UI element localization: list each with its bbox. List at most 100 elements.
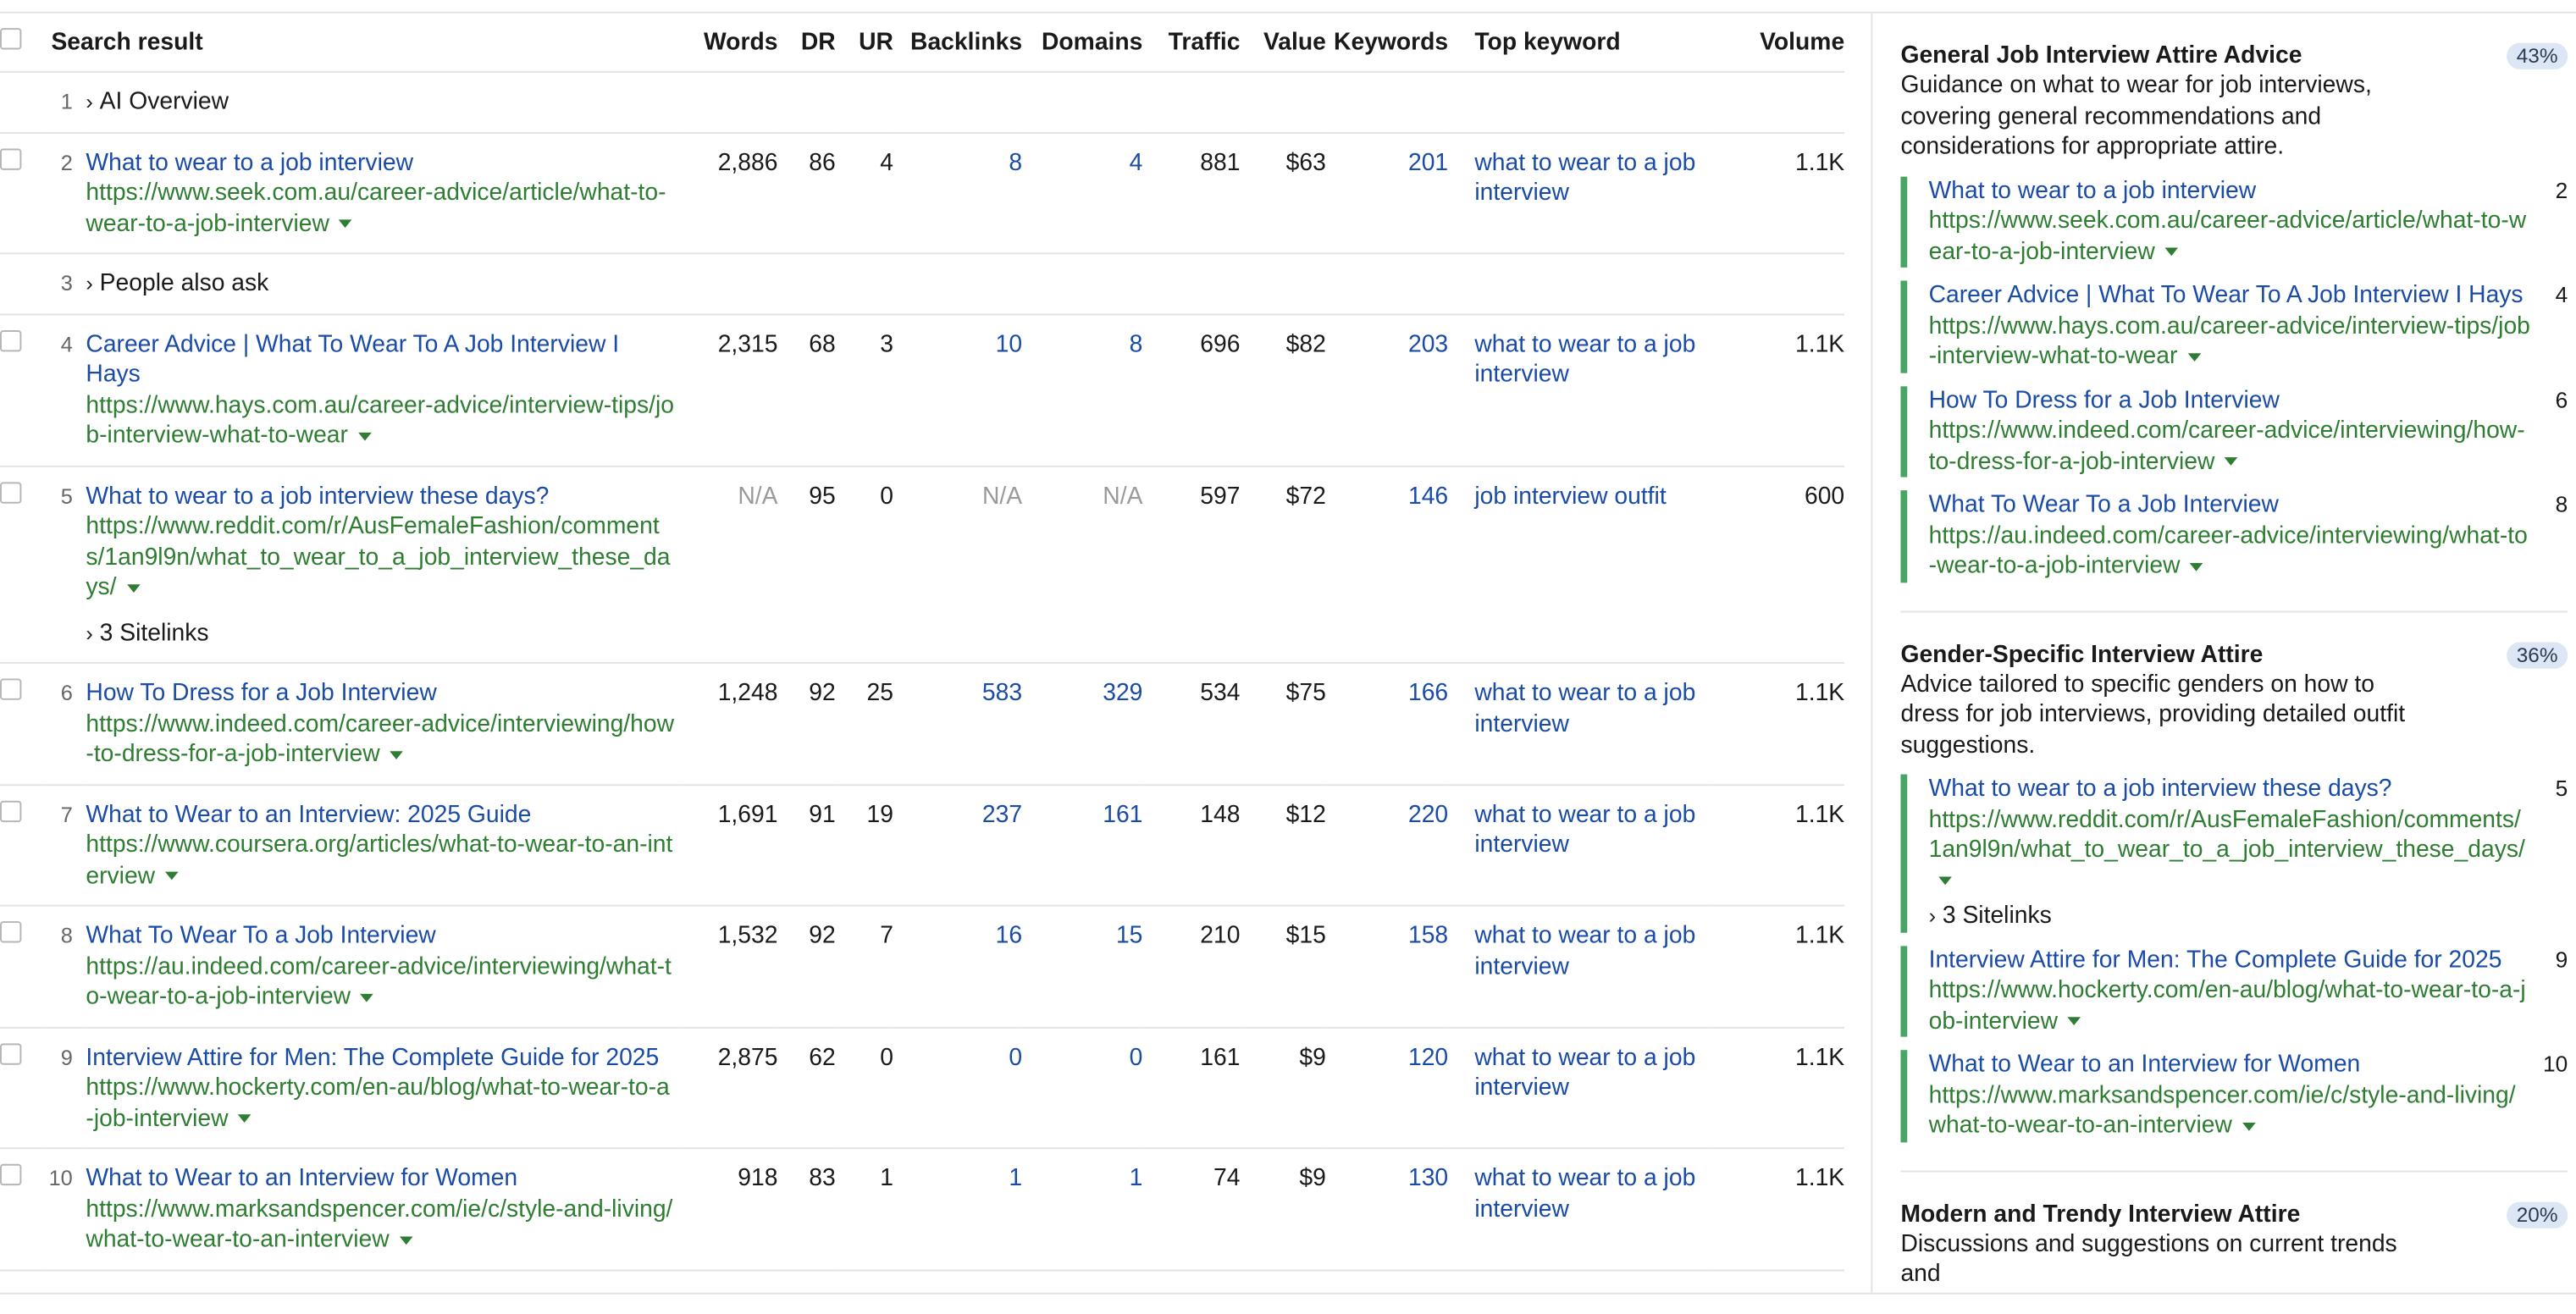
col-traffic[interactable]: Traffic xyxy=(1142,13,1241,73)
cluster-result-title-link[interactable]: How To Dress for a Job Interview xyxy=(1928,387,2280,414)
row-checkbox[interactable] xyxy=(0,481,22,503)
caret-down-icon[interactable] xyxy=(2225,457,2238,467)
result-url[interactable]: https://www.hays.com.au/career-advice/in… xyxy=(86,390,675,451)
result-url[interactable]: https://www.hockerty.com/en-au/blog/what… xyxy=(86,1074,675,1135)
caret-down-icon[interactable] xyxy=(2242,1122,2256,1131)
result-title-link[interactable]: What To Wear To a Job Interview xyxy=(86,923,436,950)
keywords-link[interactable]: 158 xyxy=(1325,905,1449,1028)
top-keyword-link[interactable]: what to wear to a job interview xyxy=(1448,132,1711,255)
result-url-text[interactable]: https://www.hays.com.au/career-advice/in… xyxy=(86,392,674,450)
caret-down-icon[interactable] xyxy=(126,583,140,593)
caret-down-icon[interactable] xyxy=(390,750,403,759)
serp-feature[interactable]: › AI Overview xyxy=(86,71,1845,133)
cluster-result-url[interactable]: https://www.hays.com.au/career-advice/in… xyxy=(1929,312,2532,373)
keywords-link[interactable]: 166 xyxy=(1325,662,1449,786)
result-title-link[interactable]: Interview Attire for Men: The Complete G… xyxy=(86,1044,660,1071)
row-checkbox[interactable] xyxy=(0,1163,22,1186)
backlinks-link[interactable]: 1 xyxy=(893,1148,1023,1271)
keywords-link[interactable]: 130 xyxy=(1325,1148,1449,1271)
backlinks-link[interactable]: 237 xyxy=(893,784,1023,907)
cluster-result-url[interactable]: https://www.reddit.com/r/AusFemaleFashio… xyxy=(1929,805,2532,897)
cluster-title[interactable]: General Job Interview Attire Advice xyxy=(1900,42,2302,69)
backlinks-link[interactable]: 0 xyxy=(893,1026,1023,1150)
domains-link[interactable]: 1 xyxy=(1022,1148,1143,1271)
col-top-keyword[interactable]: Top keyword xyxy=(1448,13,1711,73)
cluster-result-url-text[interactable]: https://au.indeed.com/career-advice/inte… xyxy=(1928,522,2528,580)
select-all-checkbox[interactable] xyxy=(0,28,22,50)
cluster-title[interactable]: Gender-Specific Interview Attire xyxy=(1900,641,2264,668)
domains-link[interactable]: 8 xyxy=(1022,313,1143,467)
col-domains[interactable]: Domains xyxy=(1022,13,1143,73)
col-value[interactable]: Value xyxy=(1240,13,1326,73)
caret-down-icon[interactable] xyxy=(2067,1017,2081,1026)
row-checkbox[interactable] xyxy=(0,678,22,700)
col-volume[interactable]: Volume xyxy=(1711,13,1845,73)
row-checkbox[interactable] xyxy=(0,799,22,822)
top-keyword-link[interactable]: what to wear to a job interview xyxy=(1448,313,1711,467)
domains-link[interactable]: 329 xyxy=(1022,662,1143,786)
backlinks-link[interactable]: 583 xyxy=(893,662,1023,786)
cluster-result-url[interactable]: https://www.marksandspencer.com/ie/c/sty… xyxy=(1929,1080,2532,1141)
cluster-result-title-link[interactable]: What to wear to a job interview xyxy=(1928,177,2257,204)
cluster-result-url[interactable]: https://www.seek.com.au/career-advice/ar… xyxy=(1929,207,2532,268)
cluster-result-title-link[interactable]: Career Advice | What To Wear To A Job In… xyxy=(1928,282,2523,309)
cluster-result-url-text[interactable]: https://www.reddit.com/r/AusFemaleFashio… xyxy=(1928,806,2525,864)
keywords-link[interactable]: 146 xyxy=(1325,465,1449,664)
result-title-link[interactable]: How To Dress for a Job Interview xyxy=(86,680,437,707)
serp-feature[interactable]: › People also ask xyxy=(86,253,1845,315)
keywords-link[interactable]: 120 xyxy=(1325,1026,1449,1150)
result-url-text[interactable]: https://au.indeed.com/career-advice/inte… xyxy=(86,953,672,1011)
top-keyword-link[interactable]: what to wear to a job interview xyxy=(1448,784,1711,907)
backlinks-link[interactable]: 10 xyxy=(893,313,1023,467)
caret-down-icon[interactable] xyxy=(238,1114,252,1124)
col-backlinks[interactable]: Backlinks xyxy=(893,13,1023,73)
result-title-link[interactable]: Career Advice | What To Wear To A Job In… xyxy=(86,330,620,389)
col-dr[interactable]: DR xyxy=(777,13,836,73)
result-title-link[interactable]: What to Wear to an Interview for Women xyxy=(86,1165,518,1192)
backlinks-link[interactable]: N/A xyxy=(893,465,1023,664)
result-url-text[interactable]: https://www.marksandspencer.com/ie/c/sty… xyxy=(86,1195,673,1254)
row-checkbox[interactable] xyxy=(0,921,22,943)
caret-down-icon[interactable] xyxy=(399,1235,412,1245)
cluster-result-title-link[interactable]: What To Wear To a Job Interview xyxy=(1928,492,2279,519)
cluster-result-url-text[interactable]: https://www.indeed.com/career-advice/int… xyxy=(1928,417,2525,475)
result-title-link[interactable]: What to wear to a job interview xyxy=(86,149,414,176)
result-url-text[interactable]: https://www.coursera.org/articles/what-t… xyxy=(86,831,673,890)
result-url-text[interactable]: https://www.reddit.com/r/AusFemaleFashio… xyxy=(86,513,671,601)
result-url[interactable]: https://www.marksandspencer.com/ie/c/sty… xyxy=(86,1195,675,1256)
backlinks-link[interactable]: 16 xyxy=(893,905,1023,1028)
result-url-text[interactable]: https://www.seek.com.au/career-advice/ar… xyxy=(86,179,666,237)
keywords-link[interactable]: 220 xyxy=(1325,784,1449,907)
caret-down-icon[interactable] xyxy=(2187,352,2201,362)
col-words[interactable]: Words xyxy=(682,13,778,73)
caret-down-icon[interactable] xyxy=(339,219,353,229)
result-url[interactable]: https://www.indeed.com/career-advice/int… xyxy=(86,709,675,770)
cluster-result-url[interactable]: https://www.indeed.com/career-advice/int… xyxy=(1929,416,2532,477)
sitelinks-toggle[interactable]: › 3 Sitelinks xyxy=(1929,902,2532,932)
keywords-link[interactable]: 203 xyxy=(1325,313,1449,467)
row-checkbox[interactable] xyxy=(0,147,22,169)
backlinks-link[interactable]: 8 xyxy=(893,132,1023,255)
caret-down-icon[interactable] xyxy=(2164,247,2179,257)
result-title-link[interactable]: What to wear to a job interview these da… xyxy=(86,483,550,510)
top-keyword-link[interactable]: what to wear to a job interview xyxy=(1448,1026,1711,1150)
result-title-link[interactable]: What to Wear to an Interview: 2025 Guide xyxy=(86,801,532,828)
caret-down-icon[interactable] xyxy=(164,871,179,881)
top-keyword-link[interactable]: what to wear to a job interview xyxy=(1448,1148,1711,1271)
row-checkbox[interactable] xyxy=(0,329,22,351)
row-checkbox[interactable] xyxy=(0,1042,22,1064)
sitelinks-toggle[interactable]: › 3 Sitelinks xyxy=(86,618,675,649)
domains-link[interactable]: 15 xyxy=(1022,905,1143,1028)
cluster-result-url-text[interactable]: https://www.hockerty.com/en-au/blog/what… xyxy=(1928,977,2526,1035)
cluster-result-title-link[interactable]: What to Wear to an Interview for Women xyxy=(1928,1052,2361,1079)
cluster-result-url-text[interactable]: https://www.marksandspencer.com/ie/c/sty… xyxy=(1928,1082,2516,1140)
domains-link[interactable]: N/A xyxy=(1022,465,1143,664)
result-url[interactable]: https://www.seek.com.au/career-advice/ar… xyxy=(86,179,675,240)
cluster-result-url-text[interactable]: https://www.seek.com.au/career-advice/ar… xyxy=(1928,207,2527,265)
caret-down-icon[interactable] xyxy=(357,432,372,441)
domains-link[interactable]: 161 xyxy=(1022,784,1143,907)
result-url[interactable]: https://www.reddit.com/r/AusFemaleFashio… xyxy=(86,512,675,604)
cluster-title[interactable]: Modern and Trendy Interview Attire xyxy=(1900,1201,2301,1228)
col-ur[interactable]: UR xyxy=(835,13,893,73)
top-keyword-link[interactable]: what to wear to a job interview xyxy=(1448,905,1711,1028)
